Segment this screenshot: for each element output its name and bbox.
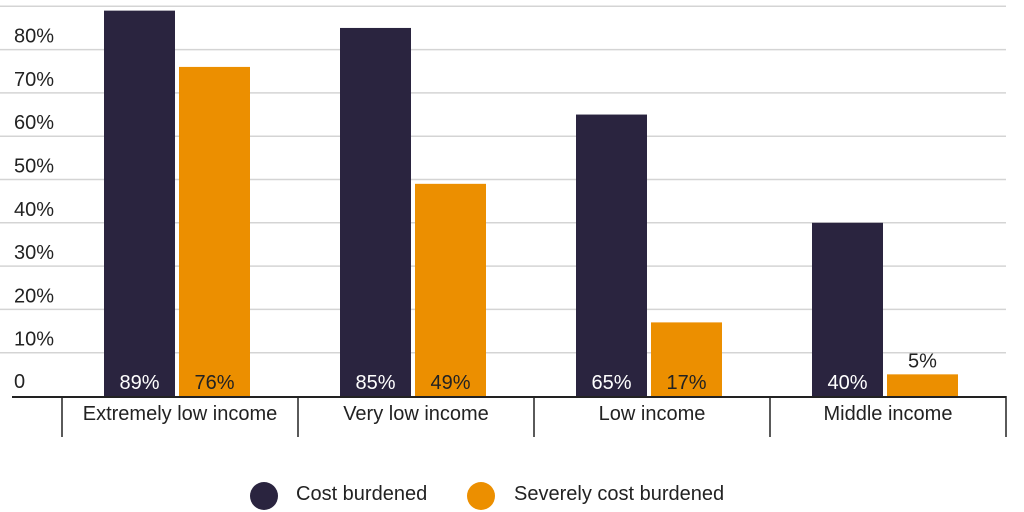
bar-severely-cost-burdened [887,374,958,396]
bar-severely-cost-burdened [415,183,486,396]
x-axis [12,396,1007,437]
y-tick-label: 0 [14,371,25,393]
x-category-label: Very low income [343,403,489,425]
data-label: 17% [666,372,706,394]
y-axis-tick-labels: 0 10% 20% 30% 40% 50% 60% 70% 80% [14,26,54,393]
legend-swatch [467,482,495,510]
data-label: 89% [119,372,159,394]
legend-label: Cost burdened [296,483,427,505]
y-tick-label: 10% [14,329,54,351]
data-label: 76% [194,372,234,394]
y-tick-label: 80% [14,26,54,48]
x-category-label: Low income [599,403,706,425]
category-labels: Extremely low income Very low income Low i… [83,403,953,425]
y-tick-label: 40% [14,199,54,221]
legend: Cost burdened Severely cost burdened [250,482,724,510]
data-label: 65% [591,372,631,394]
data-label: 40% [827,372,867,394]
legend-label: Severely cost burdened [514,483,724,505]
bar-severely-cost-burdened [179,66,250,397]
data-label: 49% [430,372,470,394]
y-tick-label: 50% [14,156,54,178]
bar-cost-burdened [576,114,647,397]
bar-cost-burdened [340,27,411,396]
y-tick-label: 60% [14,112,54,134]
y-tick-label: 30% [14,242,54,264]
bar-cost-burdened [104,10,175,396]
y-tick-label: 20% [14,285,54,307]
y-tick-label: 70% [14,69,54,91]
x-category-label: Extremely low income [83,403,278,425]
data-label: 5% [908,350,937,372]
legend-swatch [250,482,278,510]
x-category-label: Middle income [824,403,953,425]
bar-severely-cost-burdened [651,322,722,396]
bar-cost-burdened [812,222,883,396]
data-labels: 89% 76% 85% 49% 65% 17% 40% 5% [119,350,937,394]
bars [104,10,958,397]
data-label: 85% [355,372,395,394]
